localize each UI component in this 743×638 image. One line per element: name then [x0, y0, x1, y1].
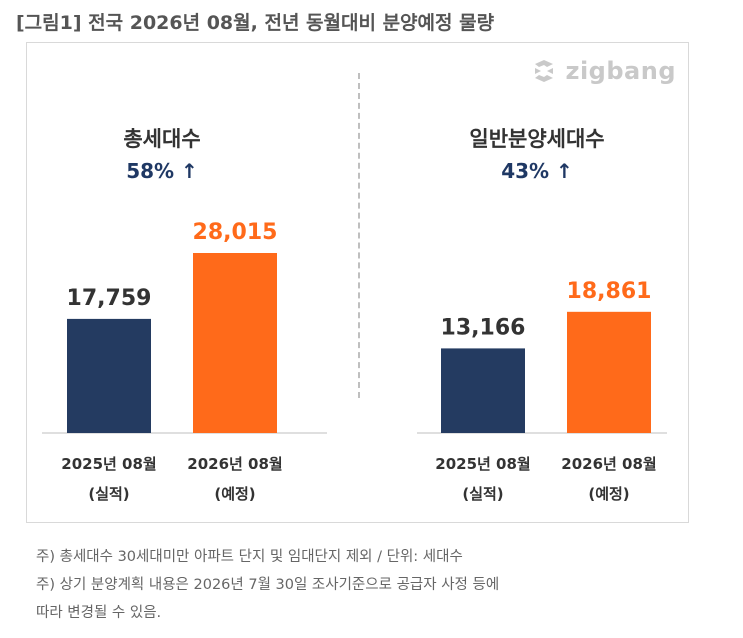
category-label: (실적)	[88, 485, 129, 503]
footnotes: 주) 총세대수 30세대미만 아파트 단지 및 임대단지 제외 / 단위: 세대…	[36, 543, 499, 627]
group-change-general: 43% ↑	[501, 159, 573, 183]
bar	[67, 318, 151, 433]
bar	[567, 311, 651, 433]
logo-text: zigbang	[565, 57, 676, 85]
category-label: 2026년 08월	[187, 455, 282, 473]
data-label: 28,015	[193, 220, 278, 245]
category-label: (예정)	[214, 485, 255, 503]
bar	[193, 253, 277, 433]
data-label: 17,759	[67, 286, 152, 311]
category-label: 2025년 08월	[435, 455, 530, 473]
data-label: 13,166	[441, 315, 526, 340]
bar	[441, 348, 525, 433]
zigbang-logo-icon	[535, 60, 554, 82]
data-label: 18,861	[567, 279, 652, 304]
footnote-1: 주) 총세대수 30세대미만 아파트 단지 및 임대단지 제외 / 단위: 세대…	[36, 549, 463, 565]
group-title-total: 총세대수	[123, 127, 201, 151]
figure-title: [그림1] 전국 2026년 08월, 전년 동월대비 분양예정 물량	[16, 12, 495, 34]
category-label: (예정)	[588, 485, 629, 503]
chart-panel: zigbang 총세대수 58% ↑ 일반분양세대수 43% ↑ 17,759 2…	[26, 42, 689, 523]
category-label: (실적)	[462, 485, 503, 503]
category-label: 2025년 08월	[61, 455, 156, 473]
footnote-2: 주) 상기 분양계획 내용은 2026년 7월 30일 조사기준으로 공급자 사…	[36, 577, 500, 593]
chart-divider	[358, 73, 360, 398]
group-change-total: 58% ↑	[126, 159, 198, 183]
footnote-3: 따라 변경될 수 있음.	[36, 605, 162, 621]
bar-chart: 17,759 2025년 08월 (실적) 28,015 2026년 08월 (예정) 13…	[42, 220, 667, 503]
category-label: 2026년 08월	[561, 455, 656, 473]
group-title-general: 일반분양세대수	[469, 127, 605, 151]
zigbang-logo: zigbang	[529, 57, 676, 85]
